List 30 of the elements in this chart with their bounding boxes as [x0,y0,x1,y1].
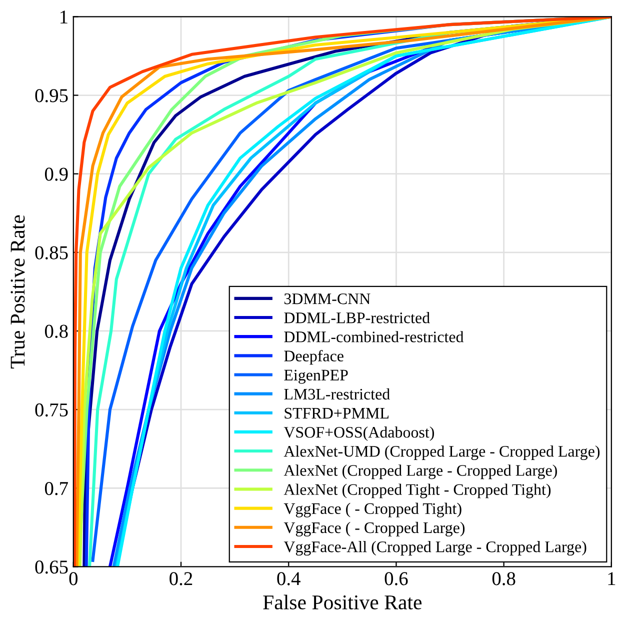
y-tick-label: 0.8 [44,324,68,338]
y-tick-label: 0.7 [44,482,68,496]
y-tick-label: 1 [60,10,68,24]
y-tick-label: 0.95 [35,89,68,102]
legend-label: STFRD+PMML [284,408,388,419]
x-tick-label: 0.8 [492,572,516,586]
legend-label: AlexNet (Cropped Large - Cropped Large) [284,464,557,480]
legend-label: LM3L-restricted [284,388,390,400]
legend-label: Deepface [284,350,344,365]
x-tick-label: 0 [69,572,78,586]
x-tick-label: 0.4 [277,572,300,586]
y-tick-label: 0.85 [35,246,68,260]
legend-label: VggFace-All (Cropped Large - Cropped Large) [284,540,586,556]
x-axis-title: False Positive Rate [263,594,422,610]
y-tick-label: 0.65 [35,560,68,574]
legend-label: EigenPEP [284,370,348,384]
legend-label: VggFace ( - Cropped Large) [284,522,465,536]
legend-label: 3DMM-CNN [284,293,370,304]
y-axis-title: True Positive Rate [10,215,25,368]
legend-label: DDML-LBP-restricted [284,312,430,324]
legend-label: AlexNet (Cropped Tight - Cropped Tight) [284,484,551,498]
legend-label: VSOF+OSS(Adaboost) [284,426,434,441]
legend-label: DDML-combined-restricted [284,331,464,342]
legend-label: VggFace ( - Cropped Tight) [284,502,462,518]
x-tick-label: 1 [608,572,616,586]
x-tick-label: 0.6 [384,572,408,586]
legend-label: AlexNet-UMD (Cropped Large - Cropped Large) [284,446,600,460]
y-tick-label: 0.9 [44,168,68,181]
y-tick-label: 0.75 [35,403,68,417]
x-tick-label: 0.2 [170,572,192,586]
